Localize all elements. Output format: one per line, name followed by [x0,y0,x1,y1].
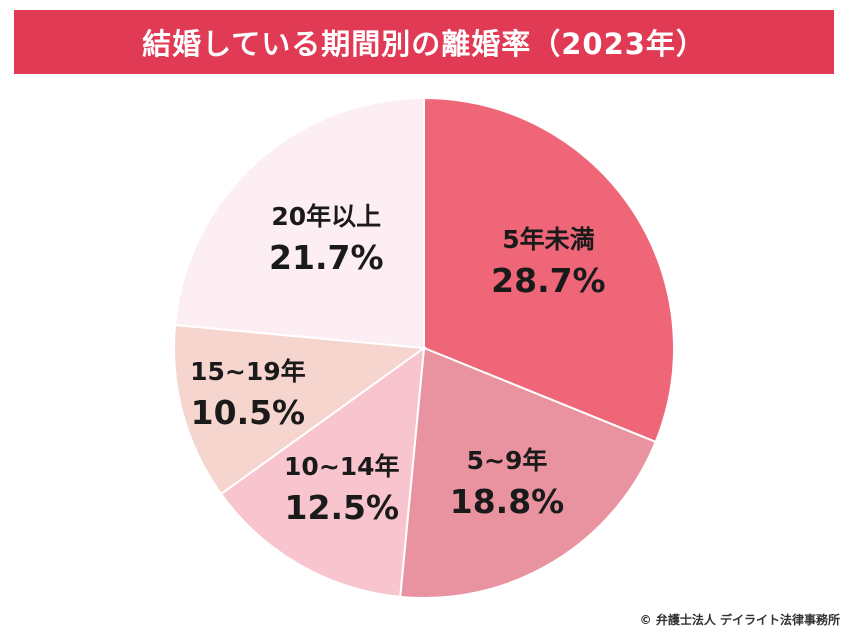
slice-value-label: 28.7% [491,261,606,300]
slice-value-label: 12.5% [285,488,400,527]
pie-slice-2 [399,346,658,599]
slice-value-label: 18.8% [450,482,565,521]
pie-slice-1 [423,96,675,444]
slice-category-label: 20年以上 [271,202,381,231]
pie-slice-3 [219,345,426,598]
slice-category-label: 5~9年 [467,446,548,475]
pie-slice-4 [173,323,427,496]
slice-value-label: 21.7% [269,238,384,277]
slice-category-label: 10~14年 [284,452,400,481]
title-bar: 結婚している期間別の離婚率（2023年） [14,10,834,74]
copyright-credit: © 弁護士法人 デイライト法律事務所 [639,613,840,627]
slice-category-label: 15~19年 [190,357,306,386]
slice-value-label: 10.5% [191,393,306,432]
pie-slice-5 [173,96,425,350]
slice-category-label: 5年未満 [502,225,594,254]
chart-title: 結婚している期間別の離婚率（2023年） [142,27,706,61]
